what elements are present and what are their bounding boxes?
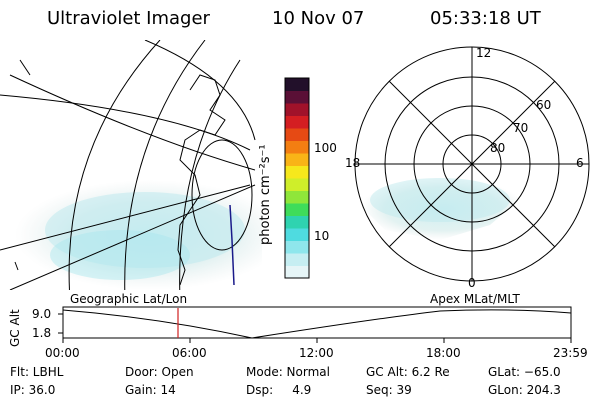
instrument-title: Ultraviolet Imager [47, 8, 210, 29]
colorbar-tick-100: 100 [314, 141, 337, 155]
colorbar-segment [285, 103, 309, 116]
glon-info: GLon: 204.3 [488, 383, 561, 397]
colorbar-segment [285, 90, 309, 104]
colorbar-segment [285, 178, 309, 191]
altplot-xtick-0000: 00:00 [45, 346, 80, 360]
mlt-label-6: 6 [576, 156, 584, 170]
apex-panel-label: Apex MLat/MLT [430, 292, 520, 306]
gc-alt-info: GC Alt: 6.2 Re [366, 365, 450, 379]
glat-info: GLat: −65.0 [488, 365, 561, 379]
altplot-xtick-2359: 23:59 [553, 346, 588, 360]
altplot-xtick-1800: 18:00 [426, 346, 461, 360]
seq-info: Seq: 39 [366, 383, 412, 397]
colorbar-segment [285, 128, 309, 141]
colorbar-segment [285, 228, 309, 241]
ip-info: IP: 36.0 [10, 383, 56, 397]
dsp-info: Dsp: 4.9 [246, 383, 312, 397]
colorbar-segment [285, 190, 309, 204]
colorbar-segment [285, 265, 309, 279]
colorbar-segment [285, 203, 309, 216]
altplot-ylabel: GC Alt [8, 309, 22, 347]
altplot-xtick-1200: 12:00 [299, 346, 334, 360]
gain-info: Gain: 14 [125, 383, 176, 397]
colorbar-segment [285, 240, 309, 254]
geographic-panel-label: Geographic Lat/Lon [70, 292, 188, 306]
colorbar-segment [285, 215, 309, 229]
lat-label-80: 80 [490, 141, 506, 155]
filter-info: Flt: LBHL [10, 365, 64, 379]
color-scale-bar [284, 77, 310, 279]
colorbar-segment [285, 253, 309, 266]
colorbar-segment [285, 165, 309, 179]
mlt-label-18: 18 [345, 156, 361, 170]
altplot-xtick-0600: 06:00 [172, 346, 207, 360]
lat-label-70: 70 [513, 121, 529, 135]
mlt-label-0: 0 [468, 276, 476, 290]
colorbar-segment [285, 153, 309, 166]
colorbar-border [284, 77, 310, 279]
colorbar-segment [285, 115, 309, 129]
altplot-ytick-high: 9.0 [32, 307, 52, 321]
mode-info: Mode: Normal [246, 365, 330, 379]
time-label: 05:33:18 UT [430, 8, 541, 29]
date-label: 10 Nov 07 [272, 8, 365, 29]
colorbar-segment [285, 78, 309, 91]
altplot-ytick-low: 1.8 [32, 326, 52, 340]
colorbar-segment [285, 140, 309, 154]
lat-label-60: 60 [536, 98, 552, 112]
mlt-label-12: 12 [476, 46, 492, 60]
door-info: Door: Open [125, 365, 194, 379]
colorbar-tick-10: 10 [314, 229, 330, 243]
